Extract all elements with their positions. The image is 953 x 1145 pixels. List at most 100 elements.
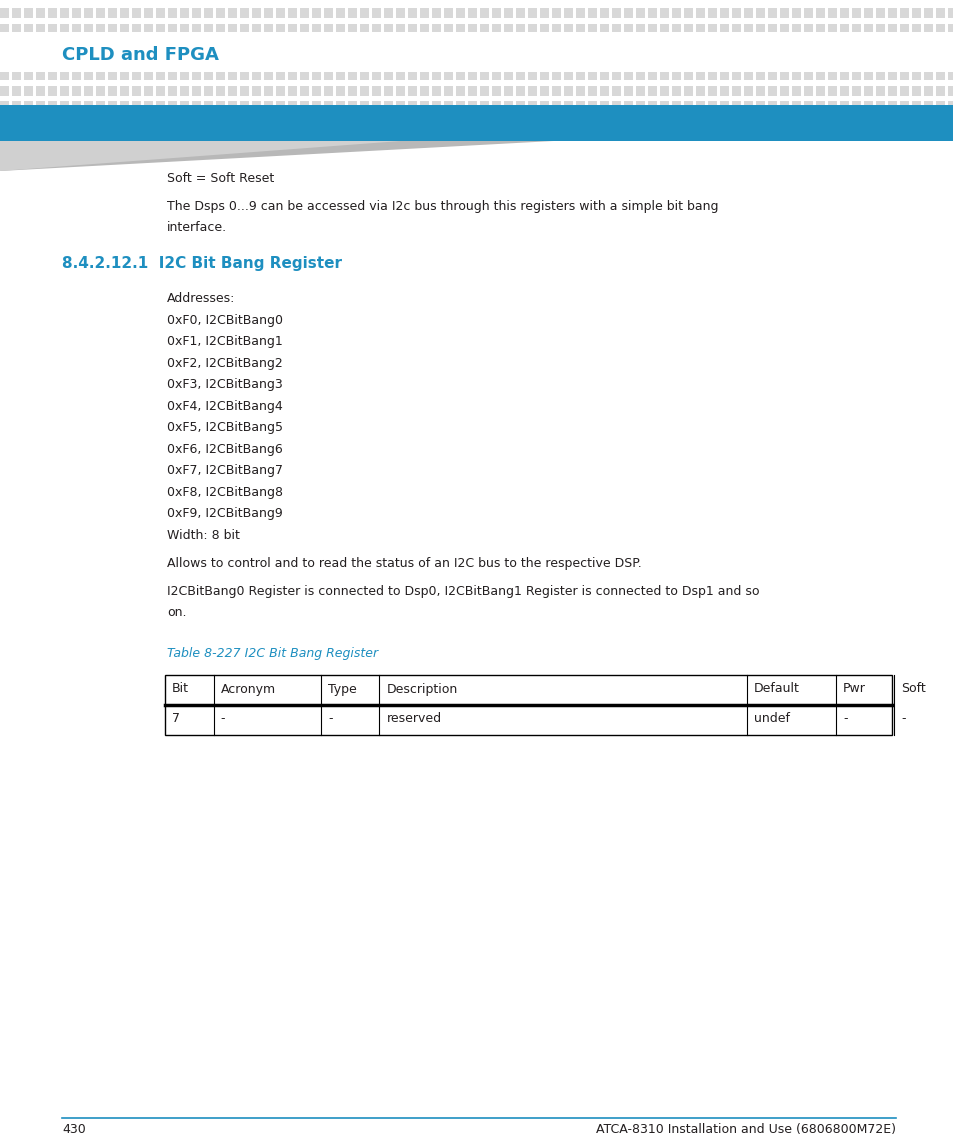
Bar	[696, 8, 703, 18]
Bar	[36, 55, 45, 64]
Bar	[947, 117, 953, 126]
Bar	[96, 101, 105, 111]
Bar	[576, 8, 584, 18]
Bar	[923, 24, 931, 33]
Bar	[60, 8, 69, 18]
Bar	[683, 70, 692, 80]
Bar	[791, 70, 800, 80]
Bar	[599, 101, 608, 111]
Bar	[96, 55, 105, 64]
Bar	[780, 39, 788, 49]
Bar	[408, 101, 416, 111]
Bar	[84, 70, 92, 80]
Bar	[887, 55, 896, 64]
Bar	[132, 39, 140, 49]
Bar	[443, 24, 452, 33]
Bar	[395, 55, 404, 64]
Bar	[312, 39, 320, 49]
Bar	[803, 86, 812, 95]
Bar	[456, 8, 464, 18]
Bar	[647, 117, 656, 126]
Bar	[395, 86, 404, 95]
Bar	[395, 101, 404, 111]
Bar	[671, 24, 679, 33]
Bar	[288, 39, 296, 49]
Bar	[815, 39, 823, 49]
Bar	[780, 86, 788, 95]
Bar	[780, 70, 788, 80]
Bar	[731, 39, 740, 49]
Bar	[911, 86, 920, 95]
Bar	[899, 24, 907, 33]
Bar	[827, 117, 836, 126]
Bar	[720, 55, 728, 64]
Bar	[432, 24, 440, 33]
Bar	[671, 70, 679, 80]
Bar	[432, 39, 440, 49]
Bar	[612, 70, 619, 80]
Bar	[84, 101, 92, 111]
Bar	[899, 39, 907, 49]
Bar	[275, 55, 284, 64]
Bar	[24, 55, 32, 64]
Bar	[395, 117, 404, 126]
Bar	[84, 8, 92, 18]
Text: Soft: Soft	[901, 682, 925, 695]
Bar	[240, 101, 248, 111]
Bar	[947, 55, 953, 64]
Bar	[851, 55, 860, 64]
Bar	[576, 101, 584, 111]
Bar	[324, 24, 333, 33]
Bar	[0, 86, 9, 95]
Bar	[240, 24, 248, 33]
Bar	[851, 39, 860, 49]
Bar	[840, 101, 847, 111]
Bar	[612, 101, 619, 111]
Bar	[0, 70, 9, 80]
Polygon shape	[0, 141, 400, 171]
Bar	[707, 39, 716, 49]
Bar	[408, 70, 416, 80]
Bar	[947, 70, 953, 80]
Bar	[492, 70, 500, 80]
Bar	[636, 39, 644, 49]
Bar	[612, 39, 619, 49]
Bar	[636, 86, 644, 95]
Bar	[120, 8, 129, 18]
Bar	[443, 86, 452, 95]
Bar	[204, 86, 213, 95]
Bar	[623, 101, 632, 111]
Bar	[264, 24, 273, 33]
Bar	[527, 70, 536, 80]
Bar	[539, 24, 548, 33]
Bar	[887, 101, 896, 111]
Text: Addresses:: Addresses:	[167, 292, 235, 306]
Bar	[24, 39, 32, 49]
Bar	[348, 86, 356, 95]
Bar	[863, 117, 872, 126]
Bar	[875, 86, 883, 95]
Bar	[275, 39, 284, 49]
Bar	[851, 24, 860, 33]
Bar	[432, 8, 440, 18]
Bar	[720, 8, 728, 18]
Bar	[911, 70, 920, 80]
Bar	[767, 24, 776, 33]
Bar	[156, 101, 164, 111]
Bar	[612, 55, 619, 64]
Bar	[456, 70, 464, 80]
Bar	[432, 55, 440, 64]
Bar	[840, 39, 847, 49]
Bar	[120, 101, 129, 111]
Bar	[275, 24, 284, 33]
Bar	[875, 39, 883, 49]
Bar	[335, 70, 344, 80]
Bar	[696, 86, 703, 95]
Bar	[623, 117, 632, 126]
Bar	[408, 55, 416, 64]
Bar	[911, 117, 920, 126]
Bar	[803, 117, 812, 126]
Bar	[527, 86, 536, 95]
Bar	[468, 39, 476, 49]
Bar	[479, 86, 488, 95]
